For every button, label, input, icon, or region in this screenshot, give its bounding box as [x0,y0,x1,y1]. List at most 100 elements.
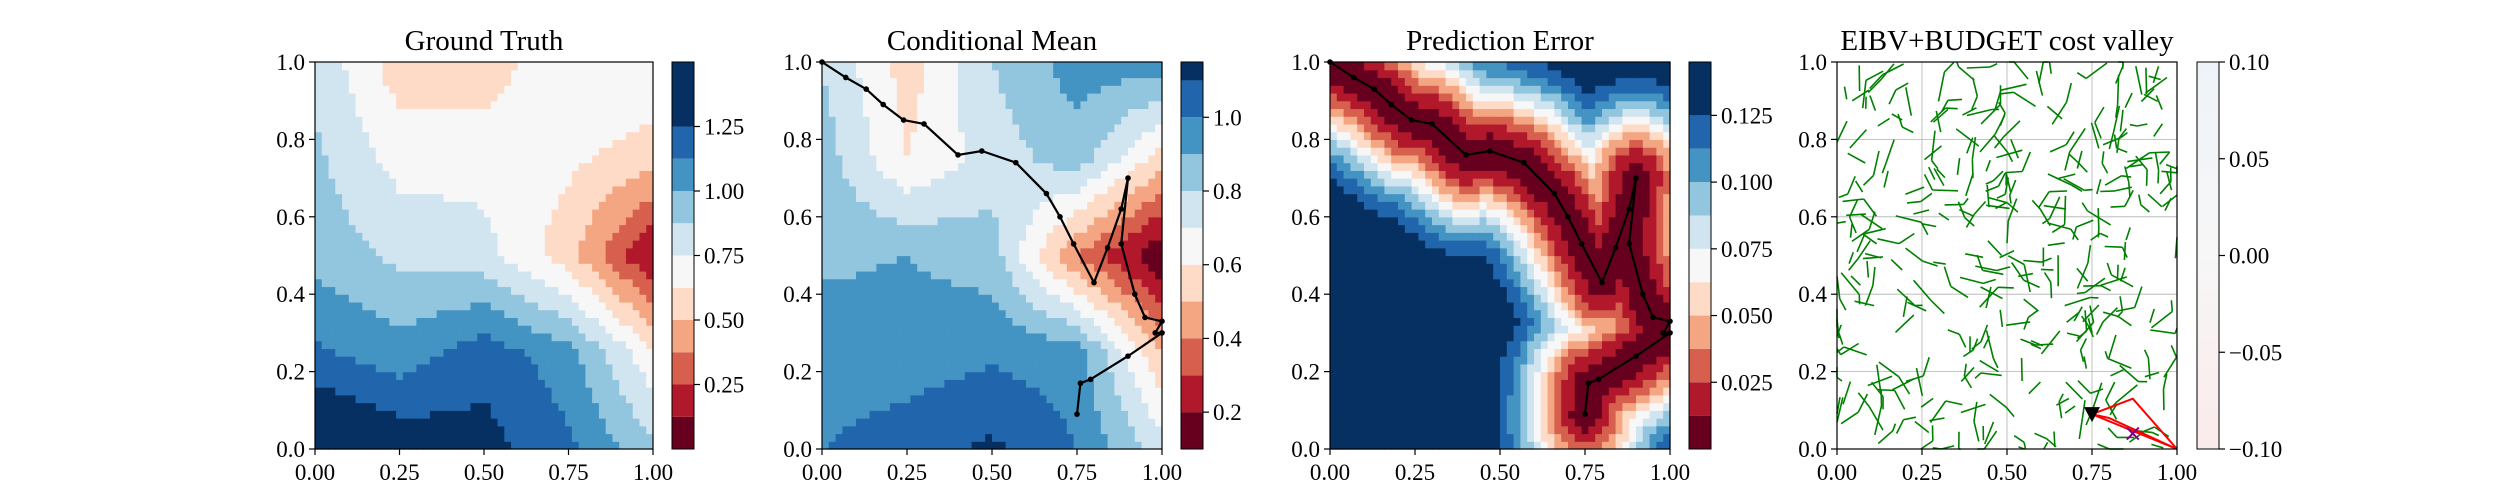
heatmap-cell [335,433,343,442]
heatmap-cell [477,332,485,342]
heatmap-cell [890,178,898,187]
heatmap-cell [328,108,336,117]
heatmap-cell [1039,387,1047,396]
heatmap-cell [862,317,871,326]
heatmap-cell [558,100,566,110]
heatmap-cell [1039,116,1047,125]
heatmap-cell [822,270,830,280]
heatmap-cell [1053,108,1061,117]
heatmap-cell [646,263,654,272]
heatmap-cell [470,139,478,148]
heatmap-cell [985,123,993,133]
heatmap-cell [578,131,586,140]
heatmap-cell [1073,278,1081,288]
heatmap-cell [612,348,620,357]
colorbar-tick-label: 0.75 [704,244,744,269]
heatmap-cell [321,286,330,295]
heatmap-cell [998,301,1007,311]
heatmap-cell [423,123,431,133]
heatmap-cell [1039,309,1047,319]
heatmap-cell [571,286,580,295]
heatmap-cell [896,147,905,156]
heatmap-cell [342,108,350,117]
heatmap-cell [992,209,1000,218]
heatmap-cell [951,216,959,226]
heatmap-cell [978,178,986,187]
heatmap-cell [551,178,559,187]
heatmap-cell [951,100,959,110]
heatmap-cell [423,185,431,195]
heatmap-cell [369,224,377,233]
heatmap-cell [598,410,607,419]
y-tick-label: 0.2 [276,360,305,385]
heatmap-cell [497,317,505,326]
heatmap-cell [917,170,925,179]
heatmap-cell [883,317,891,326]
heatmap-cell [869,209,877,218]
heatmap-cell [944,178,952,187]
heatmap-cell [342,178,350,187]
heatmap-cell [835,247,843,257]
heatmap-cell [890,317,898,326]
heatmap-cell [375,301,384,311]
heatmap-cell [917,147,925,156]
heatmap-cell [571,116,580,125]
heatmap-cell [538,62,546,71]
heatmap-cell [835,433,843,442]
heatmap-cell [612,325,620,334]
heatmap-cell [862,371,871,380]
heatmap-cell [835,278,843,288]
heatmap-cell [971,425,979,435]
heatmap-cell [335,162,343,171]
heatmap-cell [362,255,370,264]
heatmap-cell [890,270,898,280]
heatmap-cell [917,216,925,226]
heatmap-cell [477,62,485,71]
heatmap-cell [321,69,330,79]
heatmap-cell [917,185,925,195]
heatmap-cell [1026,348,1034,357]
heatmap-cell [598,85,607,94]
heatmap-cell [1080,154,1088,164]
heatmap-cell [1114,139,1122,148]
heatmap-cell [1073,185,1081,195]
heatmap-cell [1012,325,1020,334]
heatmap-cell [375,178,384,187]
heatmap-cell [944,201,952,210]
heatmap-cell [355,247,363,257]
heatmap-cell [1080,162,1088,171]
heatmap-cell [551,209,559,218]
heatmap-cell [369,371,377,380]
heatmap-cell [828,332,837,342]
heatmap-cell [849,418,857,427]
heatmap-cell [951,332,959,342]
heatmap-cell [862,209,871,218]
heatmap-cell [971,85,979,94]
heatmap-cell [1094,394,1102,404]
heatmap-cell [321,201,330,210]
heatmap-cell [484,216,492,226]
heatmap-cell [835,263,843,272]
heatmap-cell [1128,402,1136,411]
heatmap-cell [504,92,512,102]
heatmap-cell [1012,402,1020,411]
heatmap-cell [511,356,519,365]
heatmap-cell [1012,270,1020,280]
heatmap-cell [862,379,871,388]
heatmap-cell [402,116,411,125]
heatmap-cell [1046,425,1054,435]
heatmap-cell [828,240,837,249]
heatmap-cell [571,402,580,411]
heatmap-cell [639,270,647,280]
heatmap-cell [1148,418,1156,427]
heatmap-cell [335,77,343,86]
heatmap-cell [565,247,573,257]
heatmap-cell [436,356,445,365]
heatmap-cell [1026,410,1034,419]
heatmap-cell [355,371,363,380]
heatmap-cell [1100,332,1109,342]
heatmap-cell [1005,348,1013,357]
heatmap-cell [497,209,505,218]
heatmap-cell [443,278,451,288]
heatmap-cell [402,410,411,419]
